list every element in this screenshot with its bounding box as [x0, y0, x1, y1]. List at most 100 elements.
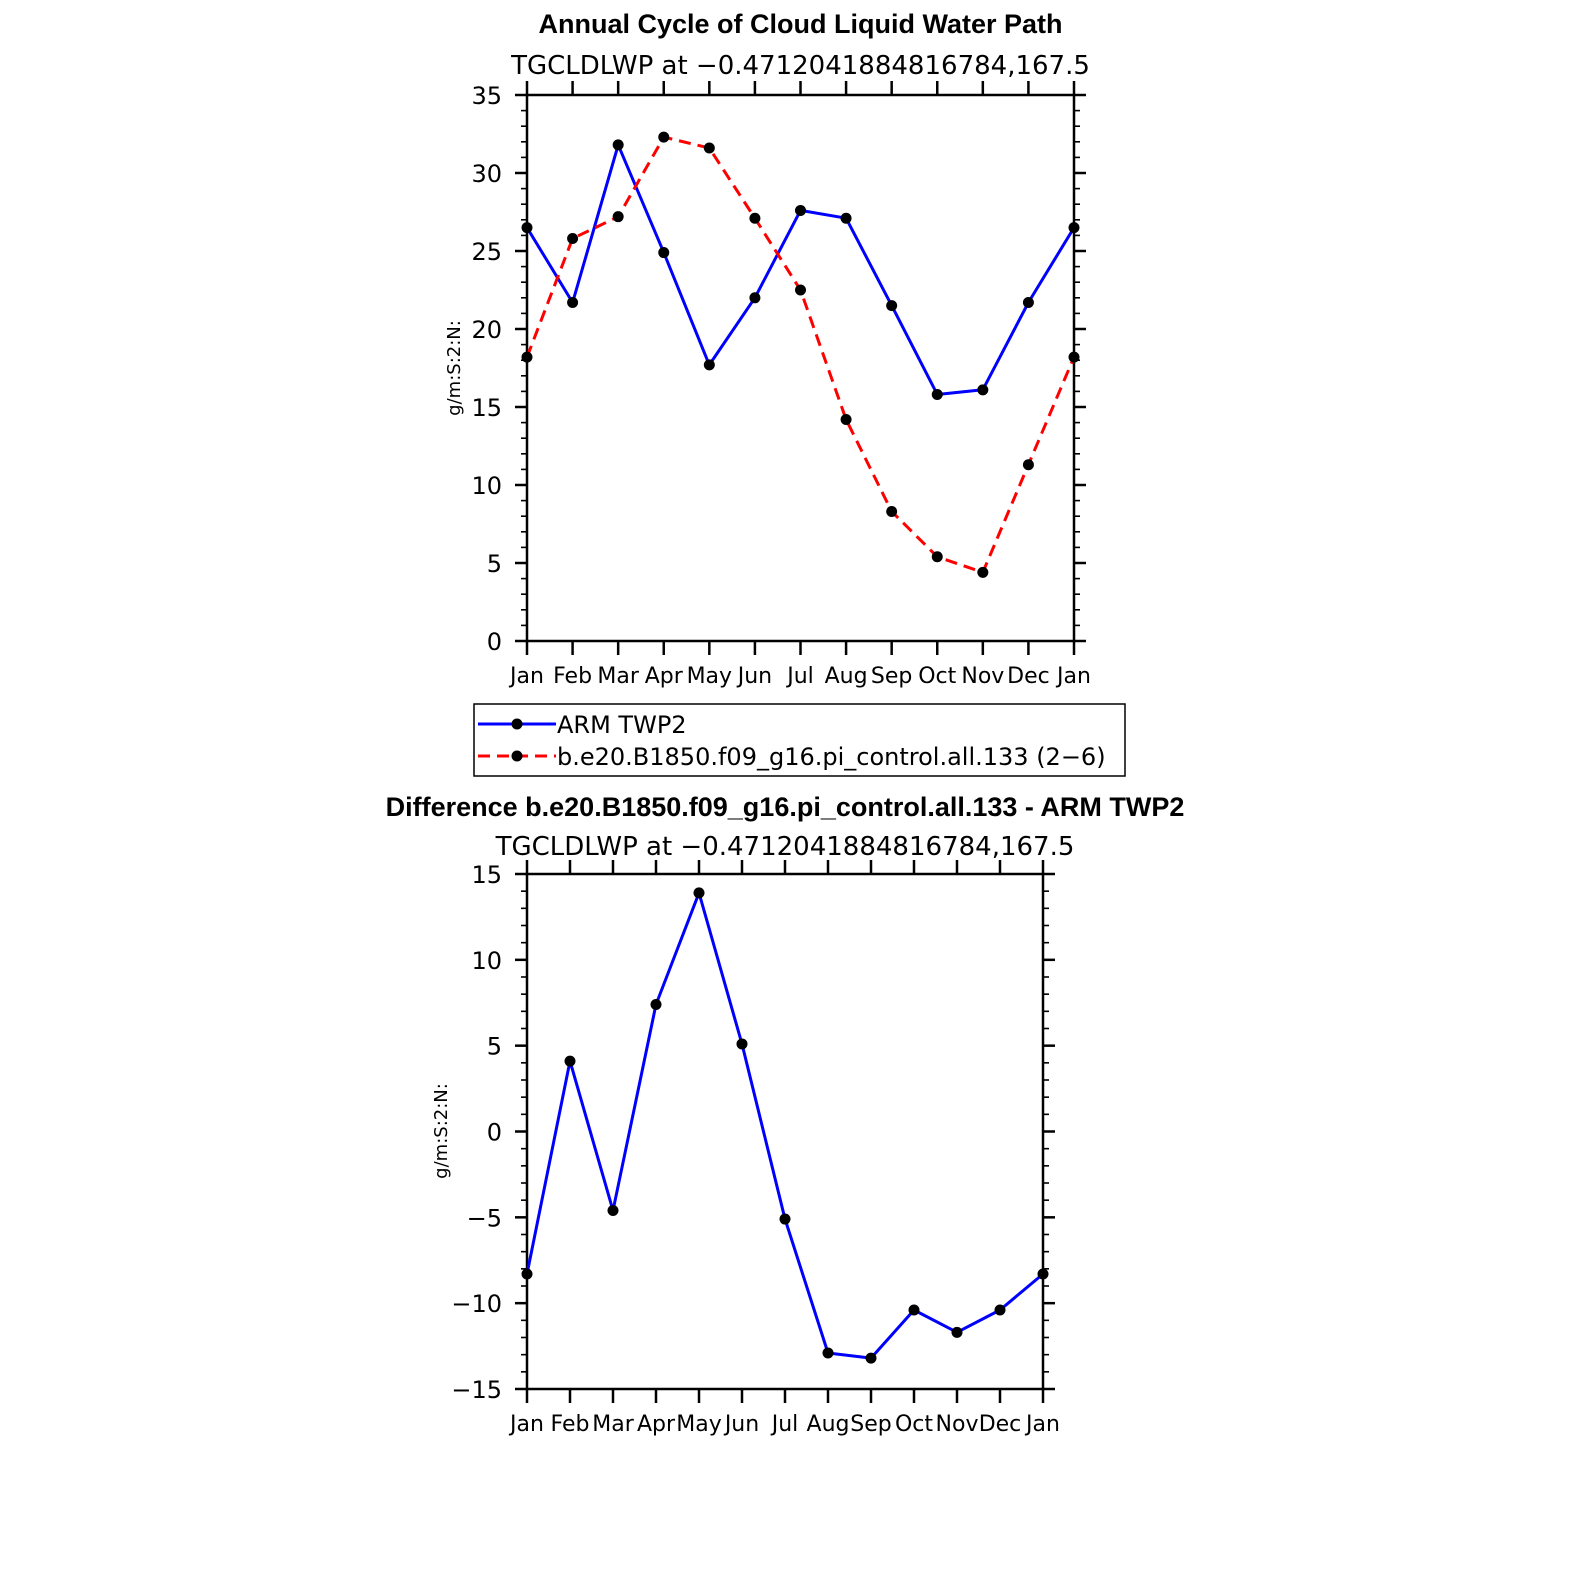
x-tick-label: Oct	[918, 664, 956, 689]
y-tick-label: 5	[487, 550, 502, 578]
y-tick-label: 35	[471, 82, 502, 110]
y-tick-label: −5	[467, 1204, 502, 1232]
y-tick-label: 0	[487, 628, 502, 656]
data-point	[1068, 351, 1080, 363]
data-point	[1037, 1268, 1049, 1280]
data-point	[1022, 296, 1034, 308]
data-point	[658, 131, 670, 143]
data-point	[977, 566, 989, 578]
x-tick-label: Jan	[508, 1412, 544, 1437]
y-tick-label: 0	[487, 1119, 502, 1147]
data-point	[567, 233, 579, 245]
y-tick-label: 15	[471, 394, 502, 422]
legend-swatch-marker	[511, 750, 523, 762]
plot-frame	[525, 872, 1045, 1391]
x-tick-label: Dec	[979, 1412, 1022, 1437]
data-point	[977, 384, 989, 396]
x-tick-label: Dec	[1007, 664, 1050, 689]
data-point	[521, 222, 533, 234]
x-tick-label: Aug	[825, 664, 868, 689]
data-point	[749, 292, 761, 304]
data-point	[564, 1055, 576, 1067]
data-point	[779, 1213, 791, 1225]
data-point	[951, 1326, 963, 1338]
data-point	[567, 296, 579, 308]
y-tick-label: 10	[471, 472, 502, 500]
chart-1: Annual Cycle of Cloud Liquid Water Path T…	[444, 9, 1126, 777]
x-tick-label: Feb	[553, 664, 592, 689]
series-line	[525, 135, 1076, 574]
y-tick-label: 20	[471, 316, 502, 344]
data-point	[612, 211, 624, 223]
series-line	[525, 891, 1044, 1360]
data-point	[650, 998, 662, 1010]
x-tick-label: Jul	[785, 664, 814, 689]
x-tick-label: Apr	[637, 1412, 676, 1437]
data-point	[931, 389, 943, 401]
y-tick-label: 10	[471, 947, 502, 975]
x-tick-label: Nov	[936, 1412, 979, 1437]
data-point	[693, 887, 705, 899]
x-tick-label: Mar	[597, 664, 639, 689]
y-axis-label: g/m:S:2:N:	[444, 320, 465, 416]
legend: ARM TWP2 b.e20.B1850.f09_g16.pi_control.a…	[473, 703, 1126, 777]
series-line	[525, 143, 1076, 396]
y-tick-label: −15	[451, 1376, 502, 1404]
x-tick-label: May	[687, 664, 732, 689]
x-tick-label: Jul	[770, 1412, 799, 1437]
y-tick-label: −10	[451, 1290, 502, 1318]
x-tick-label: Apr	[645, 664, 684, 689]
data-point	[521, 351, 533, 363]
data-point	[840, 212, 852, 224]
chart-title: Annual Cycle of Cloud Liquid Water Path	[538, 9, 1062, 39]
y-tick-label: 15	[471, 861, 502, 889]
chart-title: Difference b.e20.B1850.f09_g16.pi_contro…	[386, 792, 1185, 822]
y-tick-label: 30	[471, 160, 502, 188]
x-tick-label: Feb	[551, 1412, 590, 1437]
data-point	[908, 1304, 920, 1316]
data-point	[703, 359, 715, 371]
data-point	[795, 204, 806, 216]
data-point	[865, 1352, 877, 1364]
data-point	[994, 1304, 1006, 1316]
x-tick-label: Jan	[508, 664, 544, 689]
series-1	[521, 139, 1080, 401]
data-point	[886, 506, 898, 518]
data-point	[822, 1347, 834, 1359]
x-tick-label: Oct	[895, 1412, 933, 1437]
y-tick-label: 5	[487, 1033, 502, 1061]
chart-2: Difference b.e20.B1850.f09_g16.pi_contro…	[386, 792, 1185, 1437]
legend-label: ARM TWP2	[557, 711, 687, 739]
y-axis-label: g/m:S:2:N:	[431, 1083, 452, 1179]
data-point	[749, 212, 761, 224]
series-1	[521, 887, 1049, 1364]
legend-swatch-marker	[511, 718, 523, 730]
data-point	[1022, 459, 1034, 471]
legend-label: b.e20.B1850.f09_g16.pi_control.all.133 (…	[557, 743, 1106, 771]
x-tick-label: Jan	[1024, 1412, 1060, 1437]
data-point	[795, 284, 806, 296]
data-point	[931, 551, 943, 563]
data-point	[1068, 222, 1080, 234]
x-tick-label: Aug	[807, 1412, 850, 1437]
x-tick-label: Nov	[961, 664, 1004, 689]
x-tick-label: Jun	[736, 664, 772, 689]
x-tick-label: Jan	[1055, 664, 1091, 689]
chart-subtitle: TGCLDLWP at −0.4712041884816784,167.5	[495, 832, 1075, 862]
x-tick-label: Jun	[723, 1412, 759, 1437]
data-point	[521, 1268, 533, 1280]
series-2	[521, 131, 1080, 578]
data-point	[612, 139, 624, 151]
data-point	[886, 300, 898, 312]
x-tick-label: Sep	[850, 1412, 891, 1437]
chart-subtitle: TGCLDLWP at −0.4712041884816784,167.5	[510, 51, 1090, 81]
x-tick-label: Mar	[592, 1412, 634, 1437]
x-tick-label: May	[676, 1412, 721, 1437]
y-tick-label: 25	[471, 238, 502, 266]
legend-box	[473, 703, 1126, 777]
data-point	[736, 1038, 748, 1050]
data-point	[703, 142, 715, 154]
x-tick-label: Sep	[871, 664, 912, 689]
data-point	[840, 413, 852, 425]
